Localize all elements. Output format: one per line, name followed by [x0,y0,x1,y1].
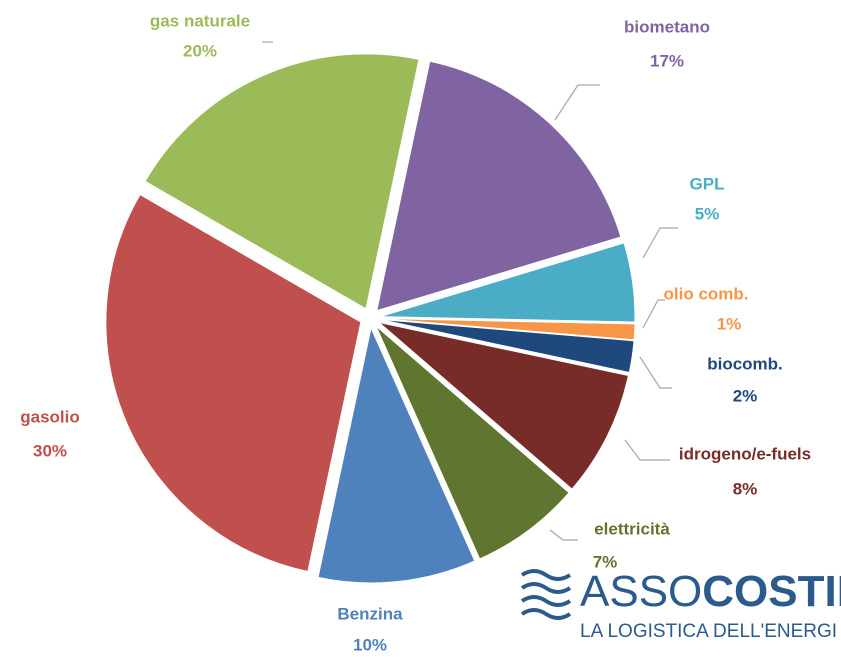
slice-value-label: 10% [353,635,387,654]
pie-slice [317,326,476,584]
slice-value-label: 30% [33,441,67,460]
pie-slice [376,60,622,312]
slice-value-label: 8% [733,479,758,498]
leader-line [642,227,678,259]
slice-label: biometano [624,17,710,36]
pie-slice [379,318,635,374]
logo-name: ASSOCOSTIER [580,567,841,616]
slice-label: elettricità [594,519,670,538]
pie-slice [144,53,420,310]
leader-lines [262,41,678,541]
pie-slice [105,193,362,573]
slice-label: biocomb. [707,354,783,373]
pie-slice [379,242,636,323]
leader-line [624,439,670,461]
slice-label: GPL [690,174,725,193]
slice-value-label: 7% [593,552,618,571]
slice-value-label: 17% [650,51,684,70]
slice-label: gas naturale [150,11,250,30]
leader-line [554,84,600,121]
slice-label: olio comb. [664,284,749,303]
slice-value-label: 1% [717,314,742,333]
pie-slice [375,325,570,560]
leader-line [549,529,578,541]
logo: ASSOCOSTIER LA LOGISTICA DELL'ENERGI [520,567,841,642]
logo-tagline: LA LOGISTICA DELL'ENERGI [580,621,837,642]
pie-slice [378,321,629,490]
slice-label: gasolio [20,407,80,426]
pie-slice [379,318,636,341]
logo-waves [520,569,572,620]
slice-label: idrogeno/e-fuels [679,444,811,463]
leader-line [642,299,665,329]
leader-line [639,356,672,389]
slice-label: Benzina [337,604,403,623]
slice-value-label: 20% [183,41,217,60]
slice-value-label: 5% [695,204,720,223]
slice-value-label: 2% [733,386,758,405]
